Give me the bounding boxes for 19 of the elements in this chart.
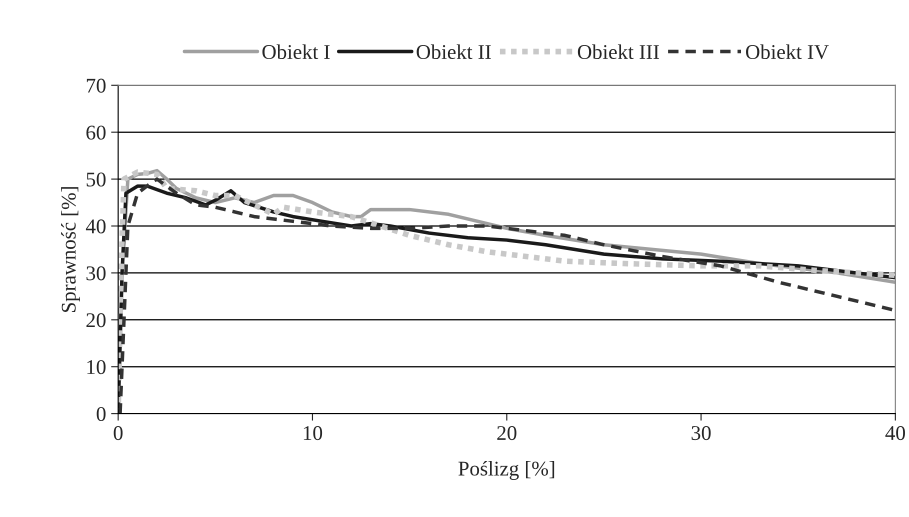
legend-label: Obiekt IV: [746, 44, 829, 60]
y-tick-label: 10: [87, 360, 106, 374]
y-tick-label: 30: [86, 266, 106, 280]
y-tick-label: 70: [86, 78, 106, 93]
y-tick-label: 0: [96, 406, 106, 422]
x-tick-label: 30: [692, 426, 711, 440]
legend-label: Obiekt II: [416, 44, 491, 60]
legend-label: Obiekt III: [578, 44, 660, 60]
x-tick-label: 0: [114, 426, 123, 440]
y-tick-label: 20: [86, 313, 106, 328]
y-tick-label: 60: [86, 126, 106, 140]
x-tick-label: 40: [885, 426, 905, 440]
y-tick-label: 50: [86, 172, 106, 187]
x-tick-label: 20: [497, 426, 516, 440]
y-axis-title: Sprawność [%]: [61, 187, 80, 312]
legend-label: Obiekt I: [262, 44, 330, 60]
x-axis-title: Poślizg [%]: [458, 460, 554, 480]
y-tick-label: 40: [86, 219, 106, 234]
x-tick-label: 10: [304, 426, 322, 440]
